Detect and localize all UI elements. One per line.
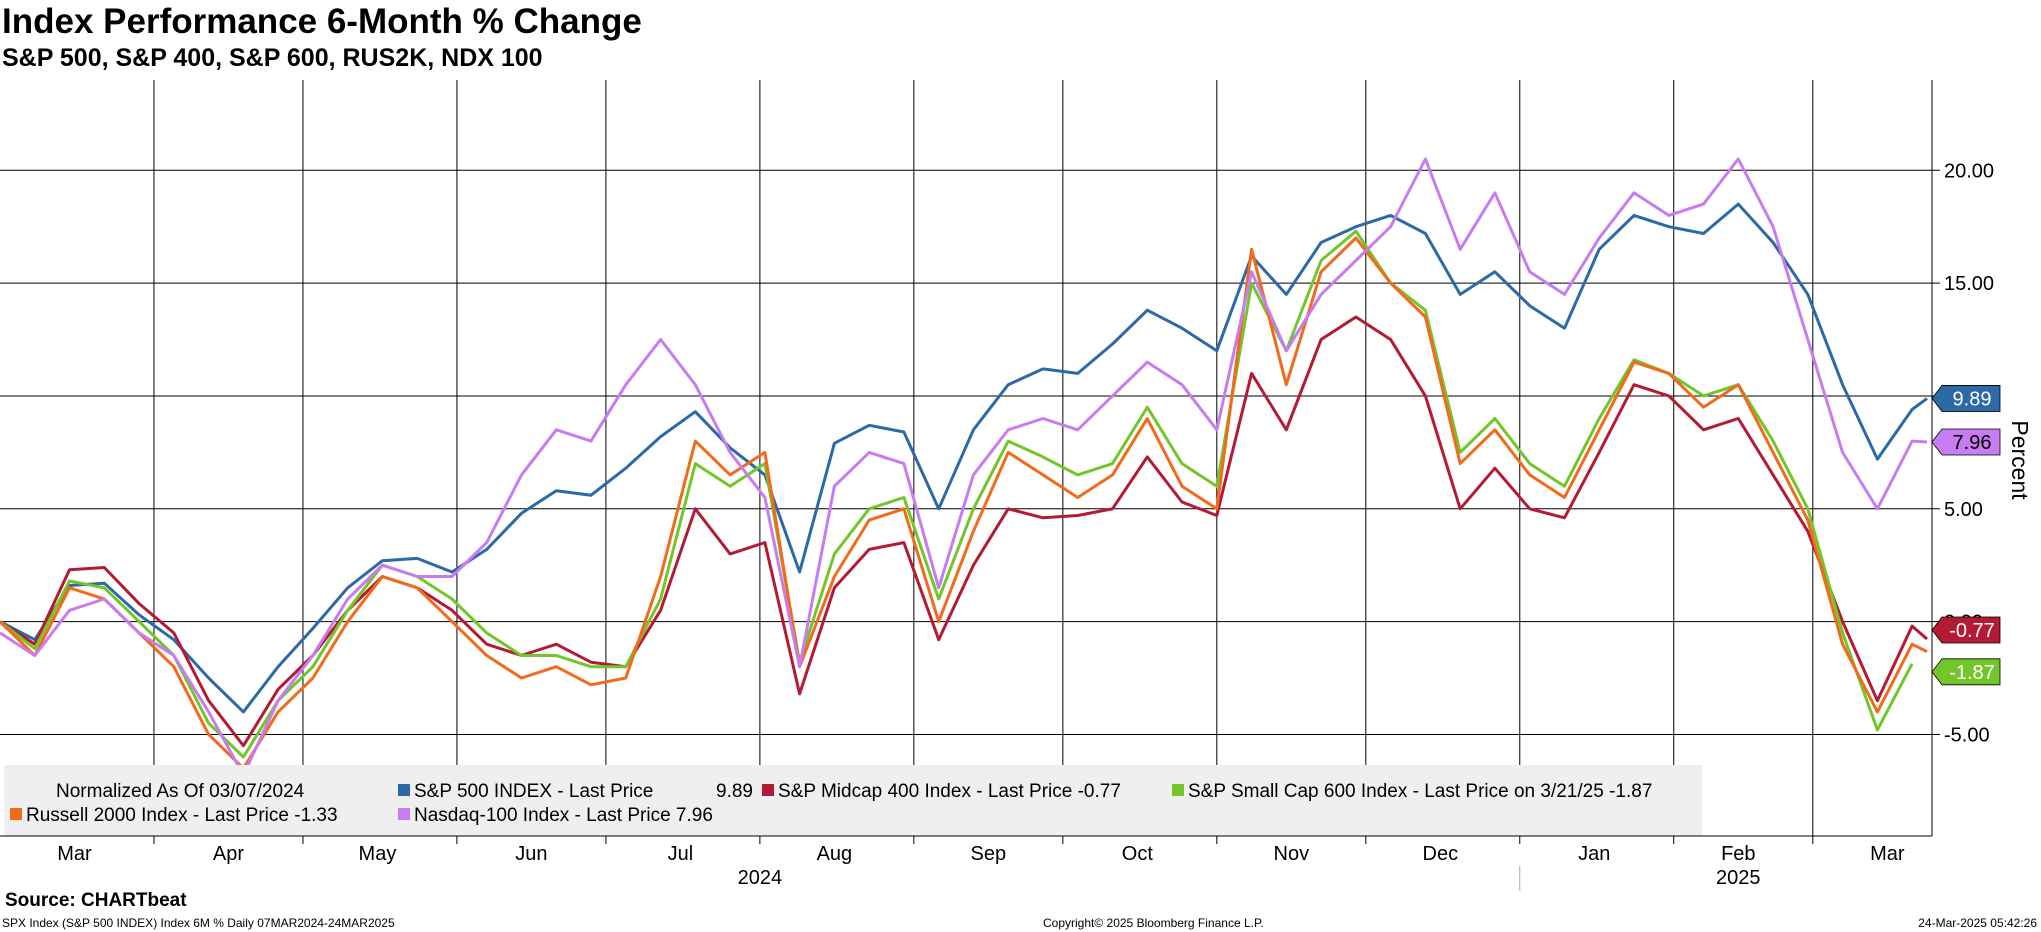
x-month-label: May [359,843,397,865]
legend-value: -1.33 [289,805,338,826]
legend-value: 9.89 [716,781,753,802]
series-line-s-p-midcap-400-index [0,315,1928,748]
legend-label: S&P 500 INDEX - Last Price [414,781,653,802]
legend-label: S&P Midcap 400 Index - Last Price -0.77 [778,781,1121,802]
y-tick-label: -5.00 [1944,724,1990,746]
x-month-label: Jun [515,843,547,865]
x-month-label: Dec [1423,843,1459,865]
legend-swatch [10,808,22,820]
plot-area [0,80,1932,836]
x-month-label: Sep [971,843,1007,865]
y-tick-label: 5.00 [1944,499,1983,521]
y-tick-label: 15.00 [1944,273,1994,295]
x-month-label: Nov [1274,843,1310,865]
series-line-nasdaq-100-index [0,157,1928,777]
x-year-label: 2025 [1716,867,1761,889]
end-label-flag [1931,385,2001,412]
legend-swatch [398,808,410,820]
footer-ticker-info: SPX Index (S&P 500 INDEX) Index 6M % Dai… [2,916,395,930]
legend-label: Nasdaq-100 Index - Last Price 7.96 [414,805,713,826]
y-tick-label: 20.00 [1944,160,1994,182]
footer-timestamp: 24-Mar-2025 05:42:26 [1918,916,2037,930]
series-line-s-p-small-cap-600-index [0,229,1914,759]
legend-normalized-note: Normalized As Of 03/07/2024 [56,781,305,802]
legend-value: 7.96 [671,805,713,826]
footer-copyright: Copyright© 2025 Bloomberg Finance L.P. [1043,916,1264,930]
series-line-s-p-500-index [0,202,1928,714]
end-label-value: 7.96 [1953,432,1992,454]
end-label-flag [1931,428,2001,456]
axes: -5.000.005.0015.0020.00MarAprMayJunJulAu… [0,80,1994,891]
series-lines [0,157,1928,777]
legend-swatch [398,784,410,796]
x-month-label: Apr [213,843,244,865]
legend-value: -1.87 [1604,781,1653,802]
x-month-label: Aug [817,843,853,865]
chart-title: Index Performance 6-Month % Change [2,2,642,41]
x-month-label: Jul [668,843,694,865]
series-line-russell-2000-index [0,236,1928,770]
chart-subtitle: S&P 500, S&P 400, S&P 600, RUS2K, NDX 10… [2,44,543,72]
legend-swatch [1172,784,1184,796]
source-note: Source: CHARTbeat [5,890,187,911]
legend-swatch [762,784,774,796]
end-label-value: -1.87 [1949,662,1995,684]
legend-label: Russell 2000 Index - Last Price -1.33 [26,805,338,826]
legend: Normalized As Of 03/07/2024 S&P 500 INDEX… [4,765,1702,836]
y-axis-label: Percent [2007,420,2033,500]
end-label-value: -0.77 [1949,620,1995,642]
legend-value: -0.77 [1072,781,1121,802]
end-label-flag [1931,616,2001,644]
end-labels: 9.89 7.96 -0.77 -1.87 [1931,385,2001,686]
x-year-label: 2024 [738,867,783,889]
legend-label: S&P Small Cap 600 Index - Last Price on … [1188,781,1652,802]
gridlines [0,80,1932,836]
x-month-label: Mar [1870,843,1905,865]
x-month-label: Feb [1721,843,1755,865]
x-month-label: Mar [57,843,92,865]
x-month-label: Jan [1578,843,1610,865]
legend-box [4,765,1702,836]
end-label-flag [1931,658,2001,686]
end-label-value: 9.89 [1953,388,1992,410]
x-month-label: Oct [1122,843,1154,865]
